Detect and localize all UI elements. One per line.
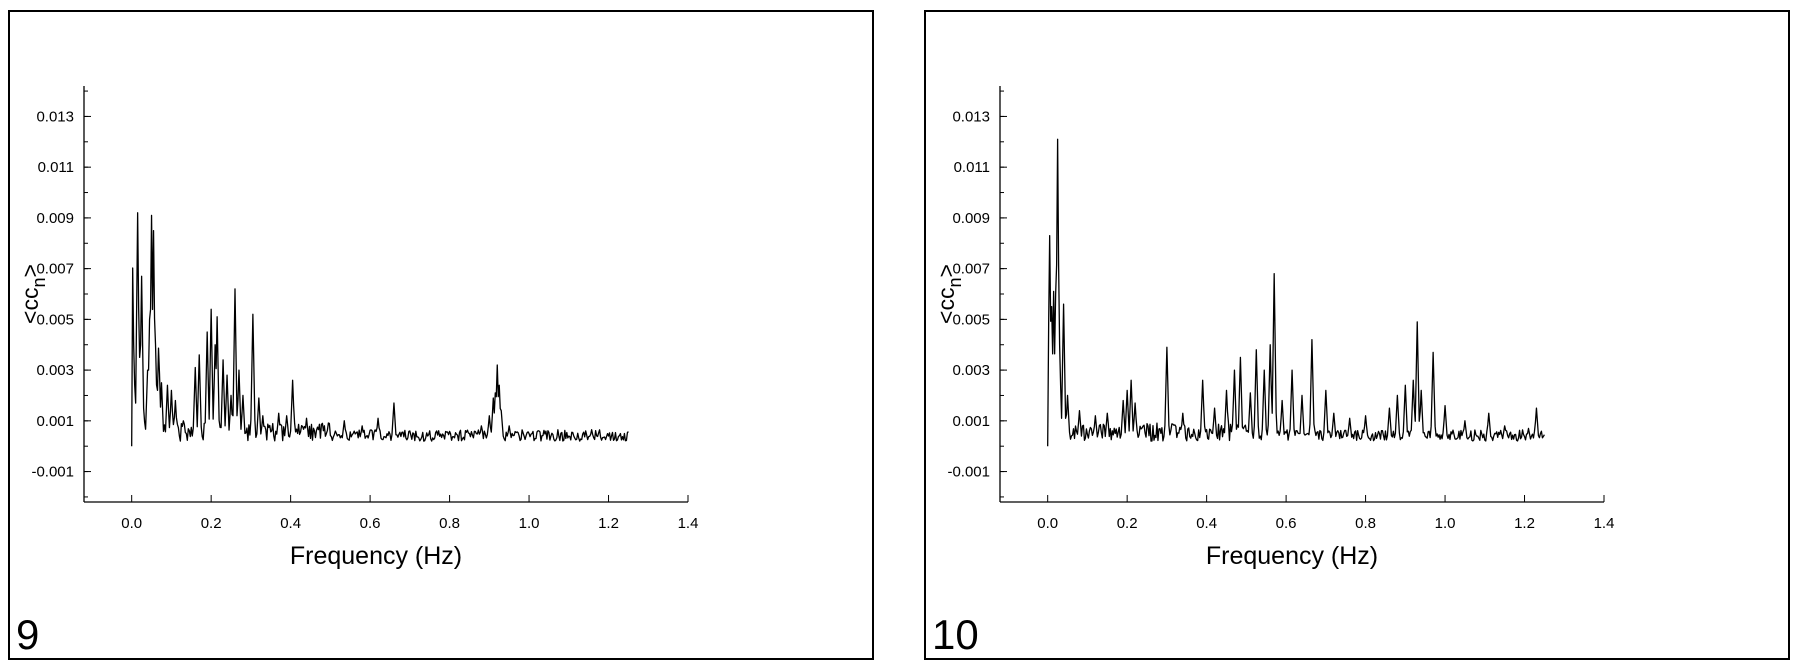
y-tick-label: 0.009 [36, 210, 74, 227]
x-axis-label: Frequency (Hz) [290, 542, 462, 570]
x-tick-label: 0.2 [1117, 515, 1138, 532]
x-tick-label: 1.4 [1594, 515, 1615, 532]
series-line [1047, 138, 1545, 447]
y-label-main: <cc [17, 288, 43, 324]
y-axis-label: <ccn> [17, 264, 49, 324]
x-tick-label: 1.2 [598, 515, 619, 532]
panel-label-10: 10 [932, 611, 979, 658]
y-tick-label: 0.001 [952, 413, 990, 430]
x-tick-label: 1.4 [678, 515, 699, 532]
y-tick-label: 0.007 [952, 261, 990, 278]
y-tick-label: -0.001 [31, 464, 74, 481]
x-tick-label: 1.2 [1514, 515, 1535, 532]
y-tick-label: 0.011 [38, 159, 74, 176]
x-tick-label: 0.4 [1196, 515, 1217, 532]
x-tick-label: 0.8 [1355, 515, 1376, 532]
x-tick-label: 0.0 [1037, 515, 1058, 532]
x-axis-label: Frequency (Hz) [1206, 542, 1378, 570]
x-tick-label: 0.0 [121, 515, 142, 532]
x-tick-label: 0.2 [201, 515, 222, 532]
y-tick-label: 0.005 [36, 311, 74, 328]
y-label-suffix: > [17, 264, 43, 277]
y-label-main: <cc [933, 288, 959, 324]
x-tick-label: 0.4 [280, 515, 301, 532]
chart-panel-9: 0.013 0.011 0.009 0.007 0.005 0.003 0.001 -0.00… [8, 10, 874, 660]
y-tick-label: 0.007 [36, 261, 74, 278]
y-tick-label: 0.011 [954, 159, 990, 176]
x-tick-label: 1.0 [519, 515, 540, 532]
y-tick-label: 0.013 [952, 108, 990, 125]
y-axis-label: <ccn> [933, 264, 965, 324]
y-tick-label: 0.013 [36, 108, 74, 125]
x-tick-label: 0.6 [1276, 515, 1297, 532]
line-chart-9: 0.013 0.011 0.009 0.007 0.005 0.003 0.001 -0.00… [17, 86, 699, 570]
x-tick-label: 0.8 [439, 515, 460, 532]
y-tick-label: 0.001 [36, 413, 74, 430]
x-tick-label: 1.0 [1435, 515, 1456, 532]
y-tick-label: -0.001 [947, 464, 990, 481]
y-tick-label: 0.003 [36, 362, 74, 379]
y-label-suffix: > [933, 264, 959, 277]
y-label-subscript: n [945, 277, 965, 287]
line-chart-10: 0.013 0.011 0.009 0.007 0.005 0.003 0.001 -0.00… [933, 86, 1615, 570]
y-tick-label: 0.003 [952, 362, 990, 379]
panel-label-9: 9 [16, 611, 40, 658]
series-line [131, 212, 629, 447]
y-tick-label: 0.009 [952, 210, 990, 227]
chart-panel-10: 0.013 0.011 0.009 0.007 0.005 0.003 0.001 -0.00… [924, 10, 1790, 660]
y-label-subscript: n [29, 277, 49, 287]
y-tick-label: 0.005 [952, 311, 990, 328]
x-tick-label: 0.6 [360, 515, 381, 532]
